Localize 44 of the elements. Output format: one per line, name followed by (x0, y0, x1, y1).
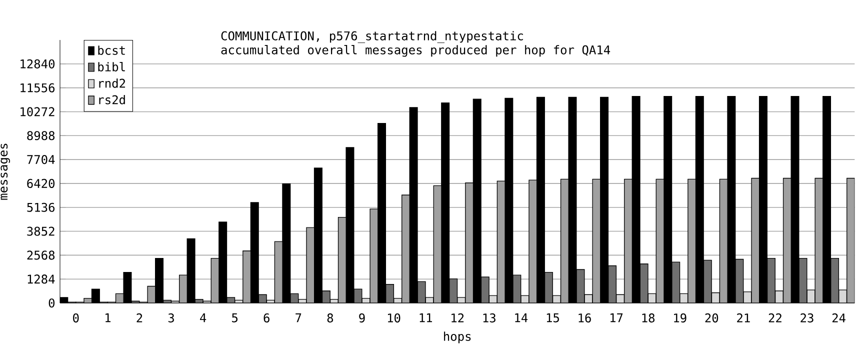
y-tick-label: 6420 (27, 178, 55, 188)
x-tick-label: 19 (674, 313, 686, 322)
y-tick-label: 3852 (27, 226, 54, 236)
x-tick-label: 16 (578, 313, 591, 322)
y-tick-label: 12840 (20, 59, 55, 68)
y-tick-label: 2568 (27, 250, 55, 260)
chart-title: COMMUNICATION, p576_startatrnd_ntypestatic (221, 31, 523, 44)
legend-label: rnd2 (99, 78, 126, 88)
x-tick-label: 10 (388, 313, 400, 322)
legend-label: bibl (98, 62, 125, 72)
x-tick-label: 12 (452, 313, 464, 322)
x-tick-label: 7 (296, 313, 302, 322)
x-tick-label: 0 (73, 313, 79, 322)
x-tick-label: 5 (232, 313, 238, 322)
x-tick-label: 21 (737, 313, 750, 322)
x-tick-label: 17 (610, 313, 623, 322)
x-tick-label: 13 (483, 313, 496, 322)
y-tick-label: 8988 (27, 131, 55, 140)
y-axis-title: messages (0, 144, 10, 200)
x-tick-label: 18 (642, 313, 655, 322)
x-tick-label: 3 (168, 313, 174, 322)
y-tick-label: 1284 (28, 274, 55, 284)
x-tick-label: 11 (420, 313, 432, 322)
x-tick-label: 22 (768, 313, 782, 322)
x-tick-label: 24 (832, 313, 846, 322)
x-axis-title: hops (444, 332, 471, 344)
x-tick-label: 4 (200, 313, 206, 322)
y-tick-label: 5136 (27, 202, 55, 212)
x-tick-label: 15 (546, 313, 559, 322)
x-tick-label: 20 (705, 313, 718, 322)
x-tick-label: 6 (264, 313, 270, 322)
x-tick-label: 14 (515, 313, 528, 322)
y-tick-label: 0 (48, 298, 55, 308)
legend-label: rs2d (99, 95, 125, 104)
x-tick-label: 2 (136, 313, 142, 322)
legend-label: bcst (98, 46, 125, 55)
y-tick-label: 7704 (27, 155, 55, 164)
x-tick-label: 8 (327, 313, 334, 322)
y-tick-label: 10272 (20, 107, 54, 116)
x-tick-label: 23 (800, 313, 814, 322)
x-tick-label: 1 (106, 313, 110, 322)
x-tick-label: 9 (359, 313, 365, 322)
y-tick-label: 11556 (20, 83, 55, 92)
chart-subtitle: accumulated overall messages produced per hop for QA14 (221, 45, 610, 57)
